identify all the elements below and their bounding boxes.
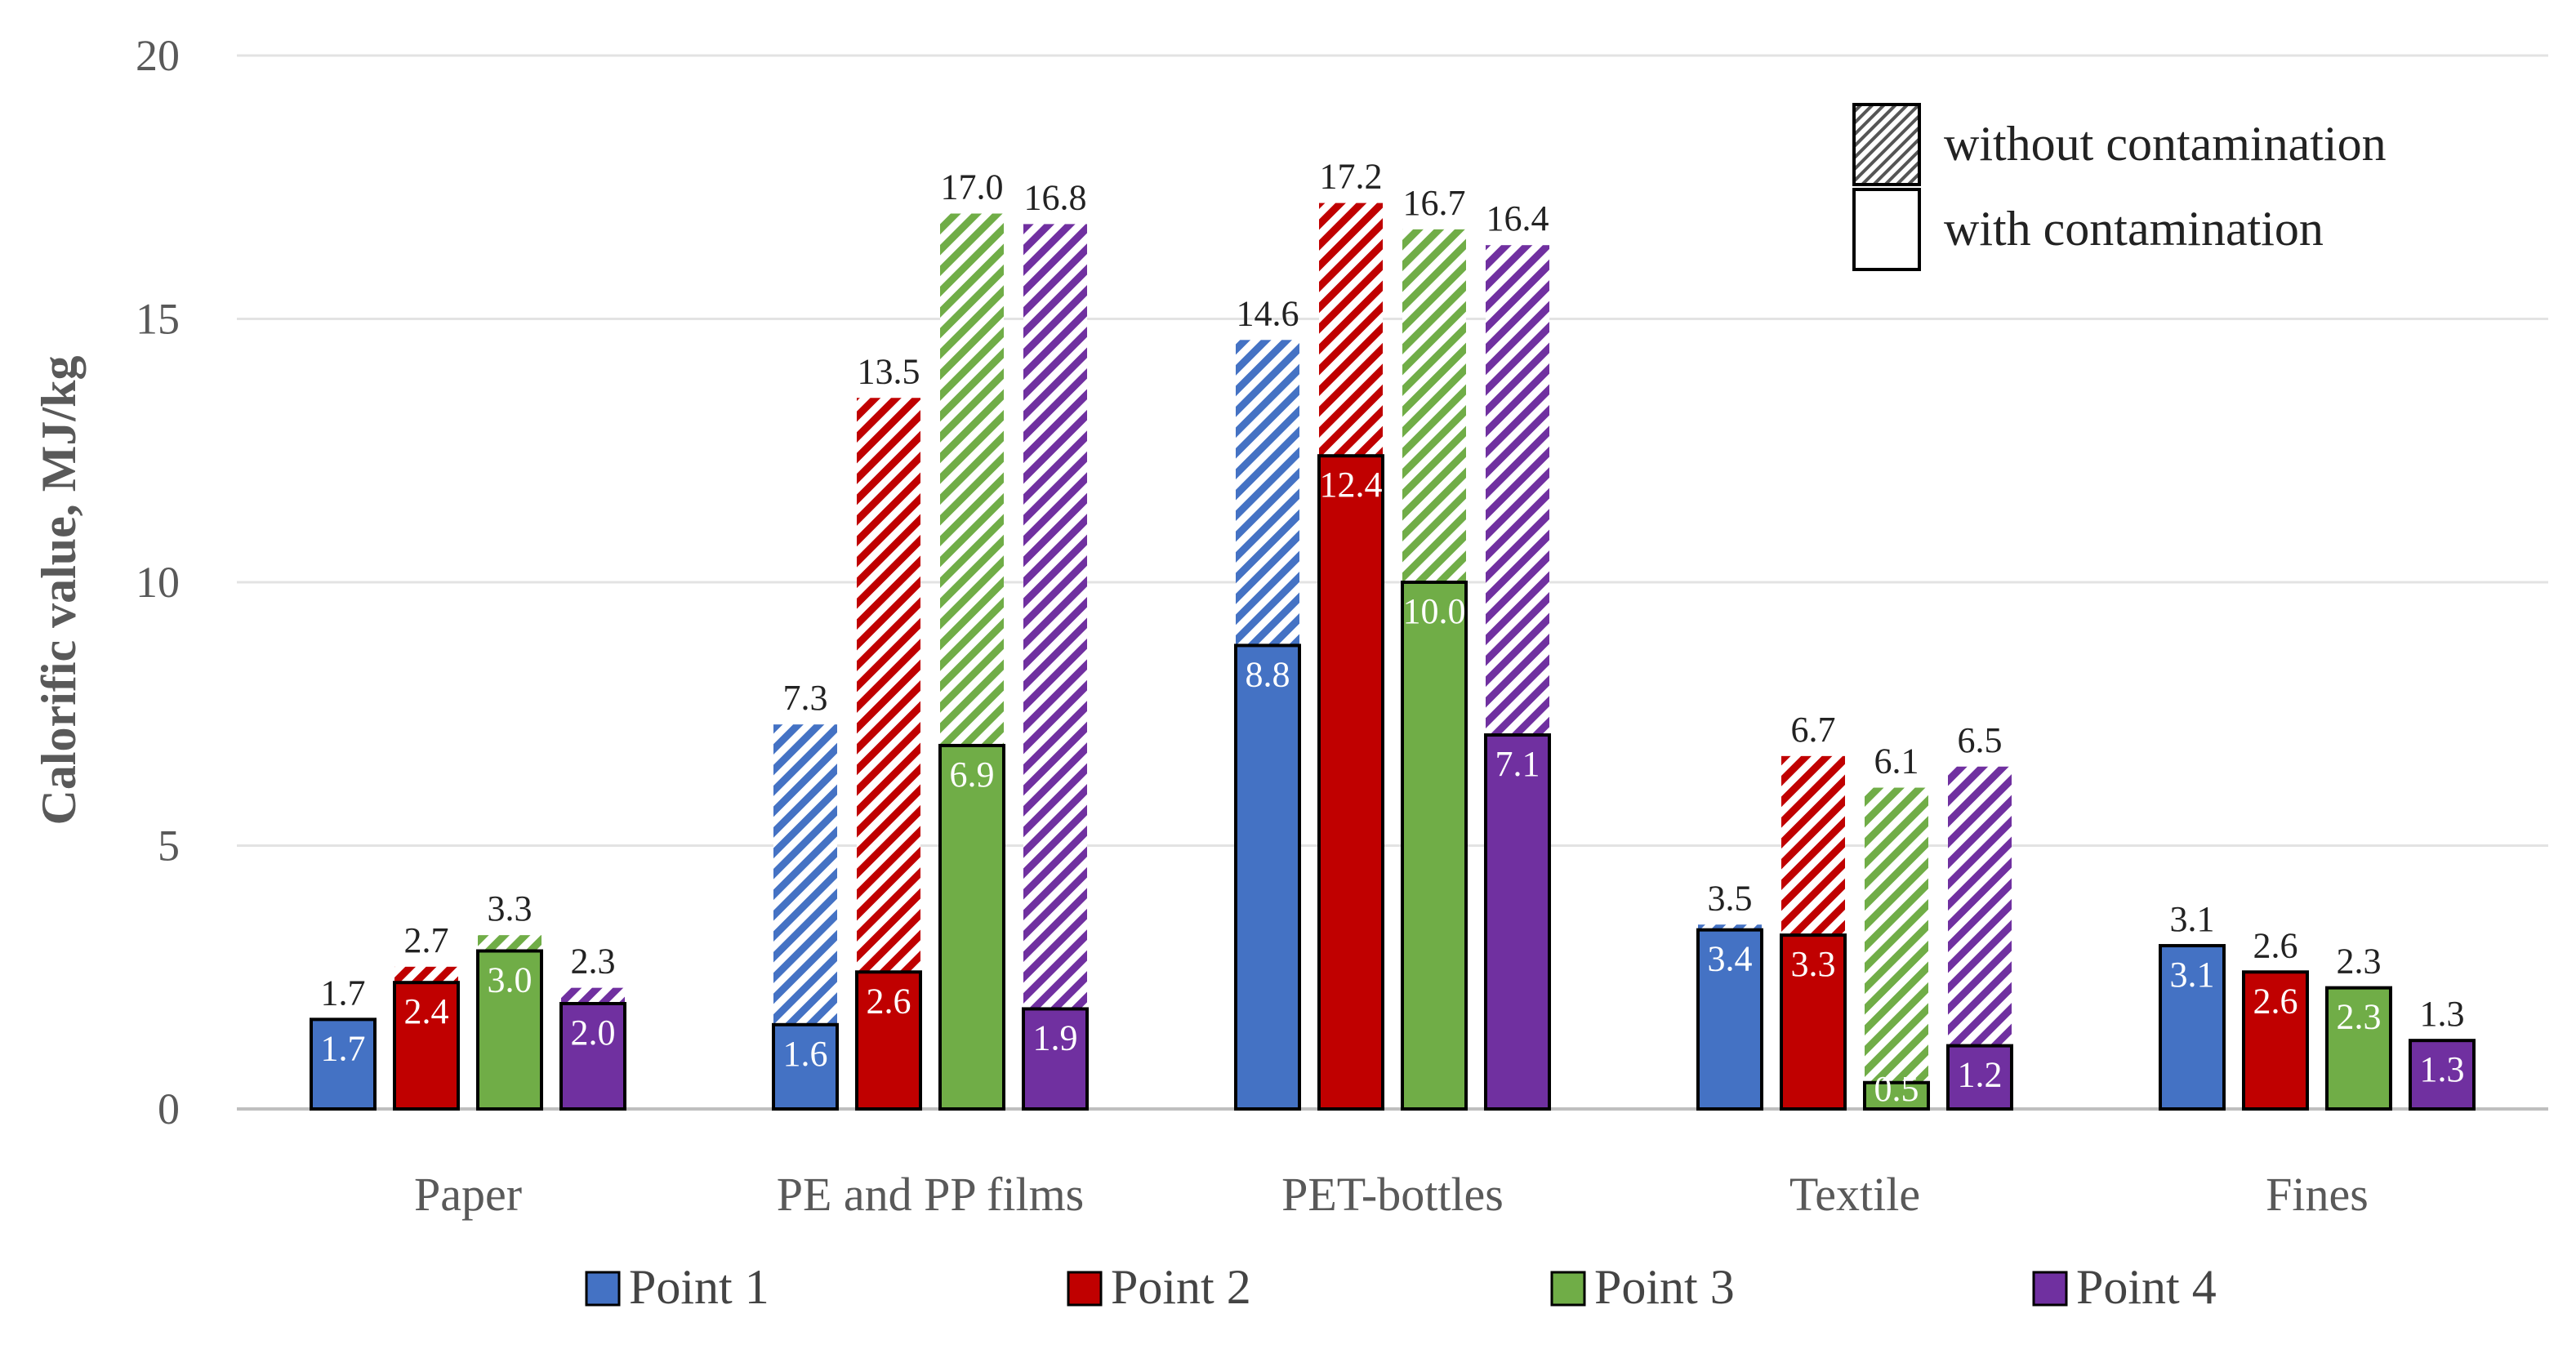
bar-with-contamination (772, 1022, 839, 1111)
legend-swatch-point-3 (1550, 1271, 1586, 1307)
bar-with-contamination (1863, 1080, 1930, 1111)
bar-with-contamination (938, 743, 1005, 1111)
data-label-with: 8.8 (1246, 654, 1290, 694)
data-label-with: 0.5 (1874, 1069, 1919, 1109)
legend-swatch-point-1 (585, 1271, 621, 1307)
data-label-with: 6.9 (950, 755, 995, 795)
data-label-with: 1.2 (1958, 1055, 2003, 1095)
bar-with-contamination (1780, 933, 1847, 1111)
data-label-without: 3.3 (488, 888, 533, 928)
bar-with-contamination (393, 981, 460, 1111)
bar-with-contamination (2409, 1039, 2476, 1111)
axes: 0 5 10 15 20 Calorific value, MJ/kg Paper PE an… (32, 31, 2369, 1221)
data-label-with: 1.7 (321, 1028, 366, 1068)
x-category-label: Textile (1789, 1168, 1920, 1221)
data-label-without: 2.7 (404, 920, 449, 960)
legend-swatch-with (1852, 188, 1921, 271)
data-label-without: 2.6 (2253, 925, 2298, 965)
data-label-without: 1.7 (321, 973, 366, 1013)
x-category-label: PE and PP films (777, 1168, 1085, 1221)
bar-with-contamination (1401, 581, 1468, 1111)
data-label-without: 2.3 (2337, 942, 2382, 982)
data-label-with: 12.4 (1320, 465, 1383, 505)
data-label-with: 2.6 (867, 981, 911, 1021)
data-label-without: 3.5 (1708, 878, 1753, 918)
data-label-with: 2.6 (2253, 981, 2298, 1021)
x-category-label: Paper (414, 1168, 522, 1221)
bar-with-contamination (310, 1017, 377, 1111)
legend-label-series: Point 1 (629, 1260, 769, 1314)
data-labels: 1.7 1.7 2.7 2.4 3.3 3.0 2.3 2.0 7.3 1.6 13.5 2.6 17.… (321, 157, 2465, 1109)
data-label-without: 3.1 (2170, 899, 2215, 939)
data-label-with: 1.6 (783, 1034, 828, 1074)
data-label-without: 1.3 (2420, 994, 2465, 1034)
bar-with-contamination (559, 1002, 626, 1111)
legend-label-series: Point 4 (2076, 1260, 2217, 1314)
y-tick-label: 15 (136, 295, 180, 344)
data-label-without: 13.5 (858, 351, 920, 391)
legend-label-without: without contamination (1944, 117, 2387, 171)
data-label-with: 2.3 (2337, 997, 2382, 1037)
data-label-without: 6.7 (1791, 710, 1836, 750)
data-label-without: 16.8 (1024, 177, 1087, 217)
data-label-with: 3.4 (1708, 939, 1753, 979)
data-label-with: 3.0 (488, 960, 533, 1000)
bar-with-contamination (1022, 1007, 1089, 1111)
legend-swatch-point-2 (1067, 1271, 1103, 1307)
legend-label-series: Point 3 (1594, 1260, 1735, 1314)
x-category-label: PET-bottles (1281, 1168, 1504, 1221)
data-label-with: 10.0 (1403, 591, 1466, 631)
data-label-without: 6.5 (1958, 720, 2003, 760)
data-label-without: 16.4 (1486, 198, 1549, 238)
data-label-without: 17.0 (941, 167, 1004, 207)
data-label-with: 2.4 (404, 991, 449, 1031)
bar-without-contamination (1023, 224, 1087, 1109)
data-label-with: 1.3 (2420, 1049, 2465, 1089)
data-label-with: 3.1 (2170, 955, 2215, 995)
legend-label-with: with contamination (1944, 202, 2324, 256)
bar-with-contamination (855, 970, 922, 1111)
data-label-with: 1.9 (1033, 1017, 1078, 1058)
y-tick-label: 0 (158, 1084, 180, 1133)
bar-with-contamination (1317, 454, 1384, 1111)
y-tick-label: 20 (136, 31, 180, 80)
legends: without contamination with contamination P… (585, 103, 2387, 1314)
bar-with-contamination (1484, 733, 1551, 1111)
y-tick-label: 10 (136, 558, 180, 607)
legend-swatch-without (1852, 103, 1921, 186)
y-axis-title: Calorific value, MJ/kg (32, 356, 86, 826)
bar-without-contamination (1865, 787, 1928, 1109)
bar-with-contamination (1234, 643, 1301, 1111)
bar-with-contamination (2242, 970, 2309, 1111)
data-label-without: 17.2 (1320, 157, 1383, 197)
bar-with-contamination (1946, 1044, 2013, 1111)
data-label-without: 7.3 (783, 678, 828, 718)
data-label-with: 3.3 (1791, 944, 1836, 984)
data-label-without: 6.1 (1874, 741, 1919, 781)
data-label-without: 16.7 (1403, 183, 1466, 223)
bar-with-contamination (2159, 944, 2226, 1111)
data-label-without: 2.3 (571, 942, 616, 982)
y-tick-label: 5 (158, 822, 180, 871)
legend-label-series: Point 2 (1111, 1260, 1251, 1314)
x-category-label: Fines (2266, 1168, 2369, 1221)
bar-with-contamination (2325, 986, 2392, 1111)
data-label-with: 7.1 (1495, 744, 1540, 784)
data-label-with: 2.0 (571, 1013, 616, 1053)
legend-swatch-point-4 (2032, 1271, 2068, 1307)
bars (310, 203, 2476, 1111)
bar-with-contamination (1696, 928, 1763, 1111)
bar-with-contamination (476, 949, 543, 1111)
data-label-without: 14.6 (1237, 293, 1299, 333)
